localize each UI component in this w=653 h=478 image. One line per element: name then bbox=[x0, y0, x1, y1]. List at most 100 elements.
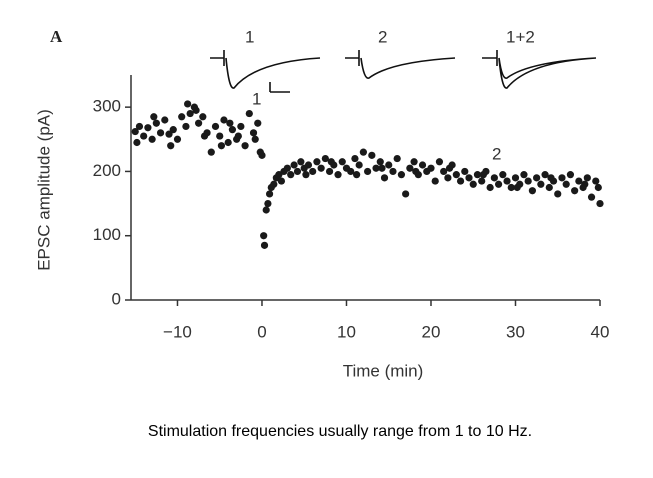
data-point bbox=[461, 167, 469, 176]
data-point bbox=[334, 171, 342, 179]
point-label: 1 bbox=[252, 89, 261, 108]
data-point bbox=[287, 171, 295, 179]
data-point bbox=[359, 148, 367, 156]
x-axis-label: Time (min) bbox=[343, 361, 424, 380]
data-point bbox=[583, 174, 591, 182]
data-point bbox=[554, 190, 562, 198]
trace-label: 2 bbox=[378, 27, 387, 46]
data-point bbox=[228, 126, 237, 134]
data-point bbox=[558, 174, 566, 182]
data-point bbox=[184, 100, 192, 108]
data-point bbox=[234, 132, 242, 140]
data-point bbox=[435, 158, 444, 166]
data-point bbox=[152, 119, 160, 127]
data-point bbox=[165, 130, 173, 138]
data-point bbox=[393, 154, 401, 163]
data-point bbox=[264, 199, 272, 208]
data-point bbox=[444, 174, 452, 182]
x-tick-label: 10 bbox=[337, 322, 356, 341]
data-point bbox=[566, 171, 575, 179]
data-point bbox=[537, 180, 545, 188]
trace-2 bbox=[345, 50, 456, 79]
data-point bbox=[372, 164, 380, 172]
data-point bbox=[260, 241, 269, 249]
data-point bbox=[216, 132, 224, 140]
data-point bbox=[325, 167, 334, 176]
data-point bbox=[503, 177, 511, 185]
data-point bbox=[499, 171, 507, 179]
trace-1-2 bbox=[482, 50, 597, 89]
data-point bbox=[452, 171, 460, 179]
data-point bbox=[290, 161, 298, 169]
data-point bbox=[406, 164, 414, 172]
data-point bbox=[397, 171, 406, 179]
data-point bbox=[410, 158, 418, 166]
data-point bbox=[418, 161, 427, 169]
y-tick-label: 300 bbox=[93, 97, 121, 116]
data-point bbox=[220, 116, 228, 124]
data-point bbox=[254, 119, 262, 127]
data-point bbox=[351, 154, 359, 163]
y-tick-label: 100 bbox=[93, 225, 121, 244]
data-point bbox=[562, 180, 570, 188]
traces bbox=[210, 50, 597, 93]
data-point bbox=[156, 129, 165, 137]
data-point bbox=[173, 135, 182, 143]
data-point bbox=[241, 142, 249, 150]
y-axis-label: EPSC amplitude (pA) bbox=[34, 109, 53, 271]
data-point bbox=[203, 129, 211, 137]
data-point bbox=[169, 126, 177, 134]
data-point bbox=[338, 158, 346, 166]
data-point bbox=[262, 206, 270, 214]
trace-label: 1+2 bbox=[506, 27, 535, 46]
data-point bbox=[302, 171, 310, 179]
data-point bbox=[297, 158, 305, 166]
data-point bbox=[217, 142, 226, 150]
data-point bbox=[293, 167, 302, 176]
data-point bbox=[313, 158, 321, 166]
data-point bbox=[490, 174, 498, 182]
data-point bbox=[355, 161, 363, 169]
data-point bbox=[167, 142, 175, 150]
trace-label: 1 bbox=[245, 27, 254, 46]
data-point bbox=[587, 193, 596, 201]
data-point bbox=[520, 171, 528, 179]
data-point bbox=[133, 138, 141, 147]
data-point bbox=[545, 183, 553, 192]
data-point bbox=[207, 148, 215, 156]
data-point bbox=[364, 167, 372, 176]
data-point bbox=[511, 174, 520, 182]
data-point bbox=[448, 161, 456, 169]
data-point bbox=[414, 171, 422, 179]
data-point bbox=[317, 164, 325, 172]
data-point bbox=[402, 190, 410, 198]
y-tick-label: 0 bbox=[112, 289, 121, 308]
data-point bbox=[135, 122, 144, 131]
data-point bbox=[594, 183, 602, 192]
data-point bbox=[596, 199, 604, 208]
panel-label: A bbox=[50, 27, 63, 46]
scale-bar bbox=[269, 82, 290, 93]
data-point bbox=[258, 151, 266, 159]
data-point bbox=[347, 167, 355, 176]
trace-1 bbox=[210, 50, 321, 89]
data-point bbox=[265, 190, 274, 198]
data-point bbox=[380, 174, 389, 182]
data-point bbox=[186, 109, 194, 118]
data-point bbox=[533, 174, 541, 182]
data-point bbox=[353, 171, 361, 179]
data-point bbox=[378, 164, 386, 172]
data-point bbox=[309, 167, 317, 176]
data-point bbox=[528, 187, 536, 195]
data-point bbox=[575, 177, 583, 185]
data-point bbox=[376, 158, 384, 166]
point-label: 2 bbox=[492, 144, 501, 163]
data-point bbox=[507, 183, 515, 192]
data-point bbox=[304, 161, 313, 169]
data-point bbox=[473, 171, 482, 179]
data-point bbox=[368, 151, 376, 159]
data-point bbox=[465, 174, 473, 182]
x-tick-label: 0 bbox=[257, 322, 266, 341]
data-point bbox=[211, 122, 220, 131]
